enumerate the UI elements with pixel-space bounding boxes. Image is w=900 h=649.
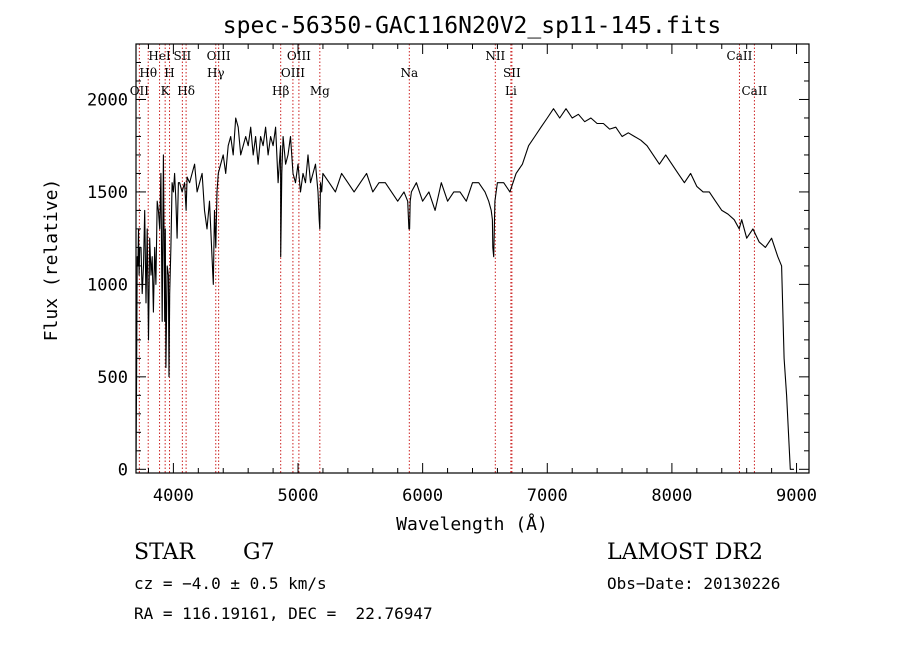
line-marker-label: OIII <box>207 49 231 63</box>
line-marker-label: H <box>164 66 174 80</box>
y-tick-label: 500 <box>97 368 128 388</box>
x-axis-label: Wavelength (Å) <box>396 513 548 535</box>
line-marker-label: CaII <box>727 49 753 63</box>
coordinates-readout: RA = 116.19161, DEC = 22.76947 <box>134 604 433 623</box>
x-tick-label: 7000 <box>527 486 568 506</box>
x-tick-label: 9000 <box>776 486 817 506</box>
line-marker-label: Na <box>400 66 418 80</box>
line-marker-label: Hδ <box>177 84 195 98</box>
line-marker-label: HeI <box>148 49 171 63</box>
x-tick-label: 5000 <box>278 486 319 506</box>
plot-area <box>136 108 794 470</box>
line-marker-label: Hγ <box>207 66 225 80</box>
line-marker-label: SII <box>174 49 192 63</box>
line-marker-label: Hβ <box>272 84 289 98</box>
line-marker-label: SII <box>503 66 521 80</box>
object-subclass: G7 <box>243 540 275 565</box>
line-marker-label: K <box>161 84 171 98</box>
observation-date: Obs−Date: 20130226 <box>607 574 781 593</box>
y-tick-label: 2000 <box>87 90 128 110</box>
spectrum-line <box>136 108 794 470</box>
line-marker-label: OII <box>130 84 150 98</box>
x-tick-label: 4000 <box>153 486 194 506</box>
y-tick-label: 0 <box>118 460 128 480</box>
line-markers: OIIHθHeIKHSIIHδOIIIHγHβOIIIOIIIMgNaNIISI… <box>130 44 768 473</box>
survey-name: LAMOST DR2 <box>607 540 763 565</box>
line-marker-label: Hθ <box>139 66 157 80</box>
y-tick-label: 1000 <box>87 275 128 295</box>
redshift-readout: cz = −4.0 ± 0.5 km/s <box>134 574 327 593</box>
x-tick-label: 8000 <box>651 486 692 506</box>
object-type: STAR <box>134 540 195 565</box>
line-marker-label: CaII <box>741 84 767 98</box>
line-marker-label: NII <box>485 49 505 63</box>
chart-title: spec-56350-GAC116N20V2_sp11-145.fits <box>223 13 722 39</box>
line-marker-label: OIII <box>287 49 311 63</box>
x-tick-label: 6000 <box>402 486 443 506</box>
line-marker-label: Mg <box>310 84 330 98</box>
line-marker-label: Li <box>505 84 517 98</box>
line-marker-label: OIII <box>281 66 305 80</box>
axes: 4000 5000 6000 7000 8000 9000 0 500 1000 1500 2000 <box>87 43 817 506</box>
y-axis-label: Flux (relative) <box>41 179 62 342</box>
y-tick-label: 1500 <box>87 183 128 203</box>
plot-frame <box>135 43 810 474</box>
